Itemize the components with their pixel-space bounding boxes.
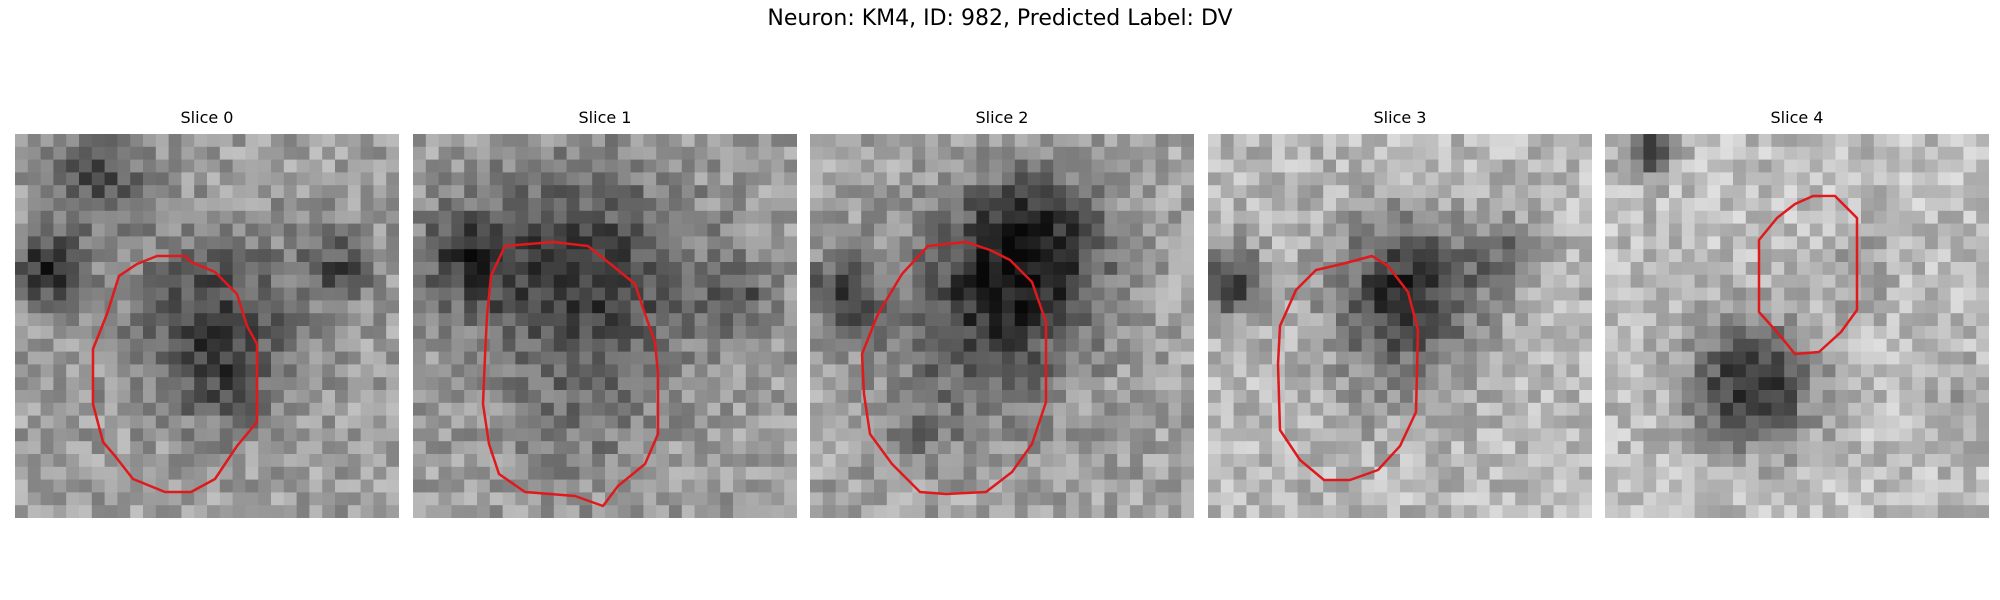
slice-title: Slice 4 [1770,108,1824,127]
slice-panel-3: Slice 3 [1208,108,1592,518]
slice-title: Slice 1 [578,108,632,127]
segmentation-contour [1757,194,1859,356]
segmentation-contour [91,254,259,494]
slice-title: Slice 0 [180,108,234,127]
slice-title: Slice 3 [1373,108,1427,127]
slice-panel-2: Slice 2 [810,108,1194,518]
figure-title: Neuron: KM4, ID: 982, Predicted Label: D… [767,6,1233,31]
slice-image [1208,134,1592,518]
slice-image [1605,134,1989,518]
segmentation-contour [1276,254,1420,482]
slice-image [15,134,399,518]
segmentation-contour [860,240,1048,496]
slice-panel-4: Slice 4 [1605,108,1989,518]
segmentation-contour [481,240,660,508]
slice-panel-1: Slice 1 [413,108,797,518]
slice-title: Slice 2 [975,108,1029,127]
slice-panel-0: Slice 0 [15,108,399,518]
slice-image [810,134,1194,518]
slice-image [413,134,797,518]
